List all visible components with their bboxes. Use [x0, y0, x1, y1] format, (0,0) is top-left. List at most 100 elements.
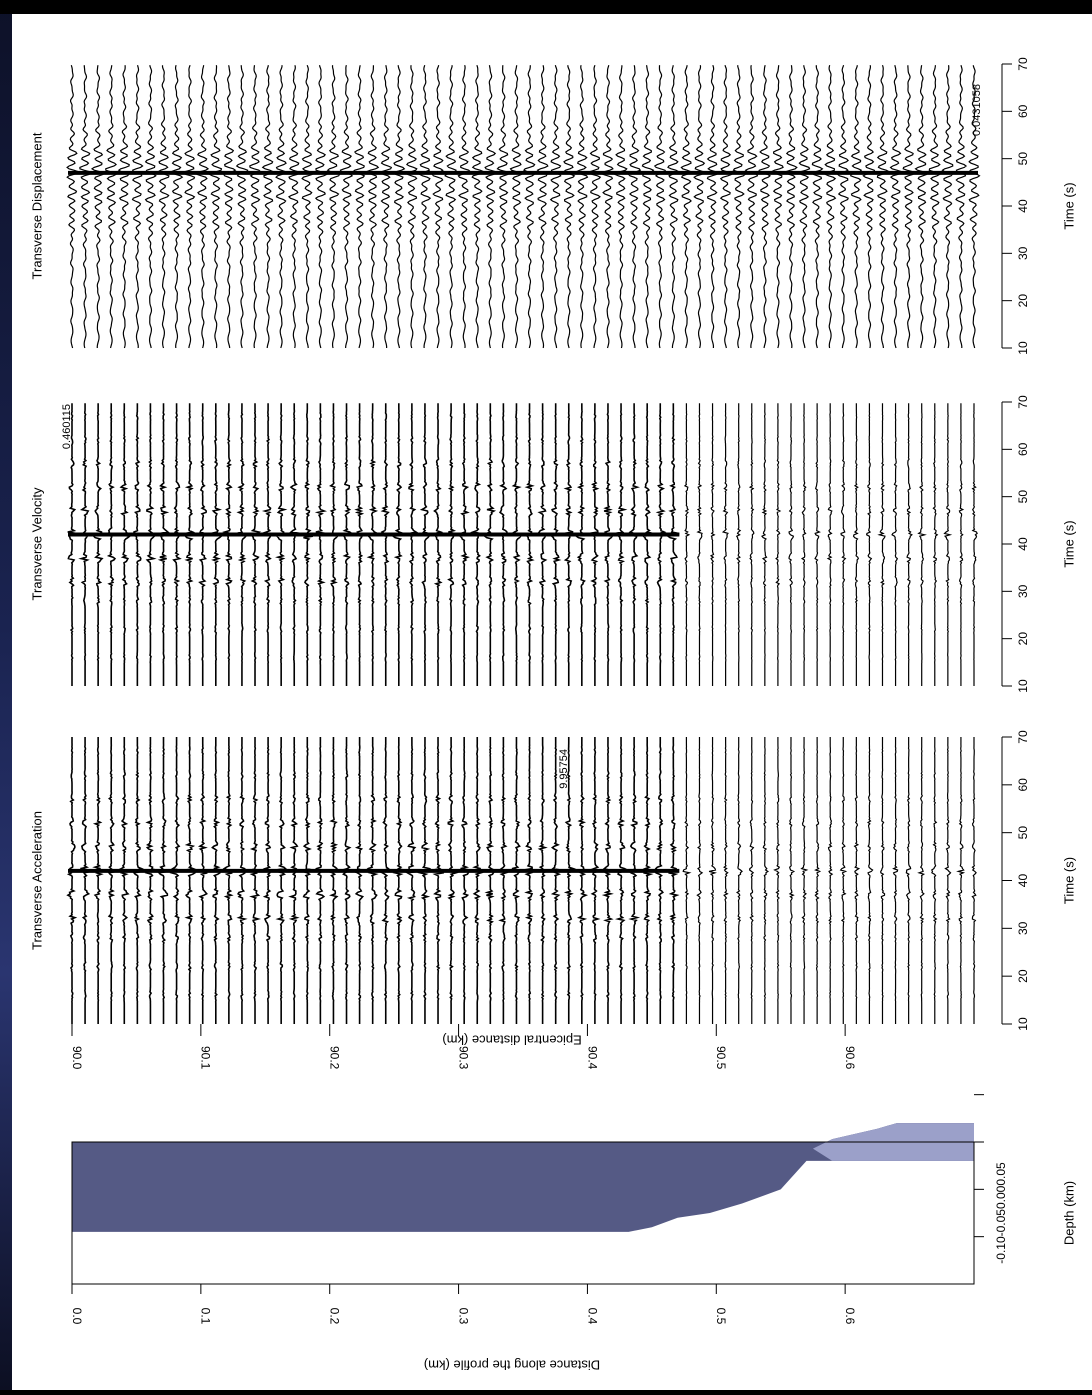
time-axis-title: Time (s) — [1061, 520, 1076, 567]
profile-x-tick-label: 0.5 — [714, 1308, 728, 1325]
time-tick-label: 60 — [1016, 442, 1030, 456]
seismic-trace — [943, 403, 953, 686]
seismic-trace — [735, 737, 743, 1024]
seismic-trace — [824, 65, 837, 349]
seismic-trace — [788, 737, 796, 1024]
seismic-trace — [184, 737, 197, 1024]
time-tick-label: 40 — [1016, 199, 1030, 213]
seismic-trace — [511, 737, 522, 1024]
seismic-trace — [880, 737, 886, 1024]
seismic-trace — [144, 737, 158, 1024]
seismic-trace — [797, 65, 811, 349]
seismic-trace — [132, 737, 144, 1024]
seismic-trace — [431, 65, 444, 349]
seismic-trace — [941, 65, 954, 349]
seismic-trace — [261, 65, 274, 349]
seismic-trace — [735, 403, 742, 686]
profile-panel: 0.0 0.1 0.2 0.3 0.4 0.5 0.6 -0.10-0.050.000.05 — [70, 1094, 1008, 1325]
seismic-trace — [198, 403, 208, 686]
seismic-trace — [498, 403, 508, 686]
seismic-trace — [655, 403, 667, 686]
seismic-trace — [157, 403, 170, 686]
seismic-trace — [66, 65, 79, 349]
seismic-trace — [105, 65, 118, 349]
profile-x-tick-label: 0.6 — [843, 1308, 857, 1325]
seismic-trace — [550, 403, 562, 686]
time-tick-label: 40 — [1016, 874, 1030, 888]
time-tick-label: 60 — [1016, 778, 1030, 792]
distance-tick-label: 90.0 — [70, 1046, 84, 1070]
seismic-trace — [90, 65, 105, 349]
seismic-trace — [524, 403, 535, 686]
seismic-trace — [262, 737, 272, 1024]
seismic-trace — [905, 737, 912, 1024]
depth-tick-labels: -0.10-0.050.000.05 — [994, 1162, 1008, 1264]
time-tick-label: 10 — [1016, 1017, 1030, 1031]
seismic-trace — [327, 737, 339, 1024]
seismic-trace — [587, 64, 602, 349]
seismic-trace — [391, 403, 408, 686]
top-frame-strip — [0, 0, 1092, 14]
time-tick-label: 60 — [1016, 104, 1030, 118]
seismic-trace — [406, 65, 418, 349]
seismic-trace — [561, 403, 574, 686]
seismic-trace — [653, 65, 667, 349]
seismic-trace — [340, 403, 354, 686]
seismic-trace — [744, 65, 759, 349]
seismic-trace — [170, 65, 184, 349]
seismic-trace — [708, 737, 717, 1024]
seismic-trace — [668, 737, 680, 1024]
amplitude-label: 0.460115 — [61, 404, 73, 449]
seismic-trace — [706, 65, 720, 349]
seismic-trace — [641, 65, 655, 349]
time-tick-label: 50 — [1016, 152, 1030, 166]
seismic-trace — [931, 737, 938, 1024]
seismic-trace — [891, 403, 899, 686]
seismic-trace — [587, 737, 601, 1024]
seismic-trace — [93, 403, 104, 686]
seismic-trace — [107, 737, 120, 1024]
seismic-trace — [914, 65, 928, 349]
shared-axis-labels: Epicentral distance (km) Depth (km) Dist… — [424, 1033, 1077, 1373]
seismic-trace — [314, 65, 328, 349]
time-tick-label: 20 — [1016, 969, 1030, 983]
seismic-trace — [958, 403, 965, 686]
seismic-figure: 0.0 0.1 0.2 0.3 0.4 0.5 0.6 -0.10-0.050.000.05 … — [12, 14, 1092, 1390]
seismic-trace — [447, 403, 457, 686]
profile-x-tick-label: 0.4 — [585, 1308, 599, 1325]
seismic-trace — [458, 403, 470, 686]
seismic-trace — [157, 65, 170, 349]
seismic-trace — [877, 403, 886, 686]
seismic-trace — [195, 65, 210, 349]
time-tick-label: 30 — [1016, 921, 1030, 935]
seismic-trace — [944, 737, 952, 1024]
distance-tick-label: 90.5 — [714, 1046, 728, 1070]
seismic-trace — [968, 65, 981, 349]
seismic-trace — [971, 403, 978, 686]
seismic-trace — [92, 737, 104, 1024]
deep-layer — [72, 1142, 974, 1232]
seismic-trace — [496, 65, 511, 349]
time-axis-title: Time (s) — [1061, 857, 1076, 904]
seismic-trace — [339, 737, 352, 1024]
seismic-trace — [118, 403, 132, 686]
time-tick-label: 40 — [1016, 537, 1030, 551]
time-tick-label: 30 — [1016, 584, 1030, 598]
profile-x-tick-label: 0.2 — [328, 1308, 342, 1325]
seismic-trace — [169, 737, 181, 1024]
seismic-trace — [172, 403, 184, 686]
seismic-trace — [956, 737, 966, 1024]
seismic-trace — [549, 65, 562, 349]
time-axis-title: Time (s) — [1061, 182, 1076, 229]
seismic-trace — [853, 737, 861, 1024]
seismic-trace — [917, 737, 926, 1024]
seismic-trace — [274, 737, 288, 1024]
seismic-trace — [236, 737, 248, 1024]
seismic-trace — [932, 403, 939, 686]
seismic-trace — [365, 403, 380, 686]
distance-tick-label: 90.3 — [456, 1046, 470, 1070]
seismic-trace — [614, 737, 630, 1024]
seismic-trace — [641, 403, 655, 686]
seismic-trace — [627, 737, 641, 1024]
seismic-trace — [723, 737, 729, 1024]
